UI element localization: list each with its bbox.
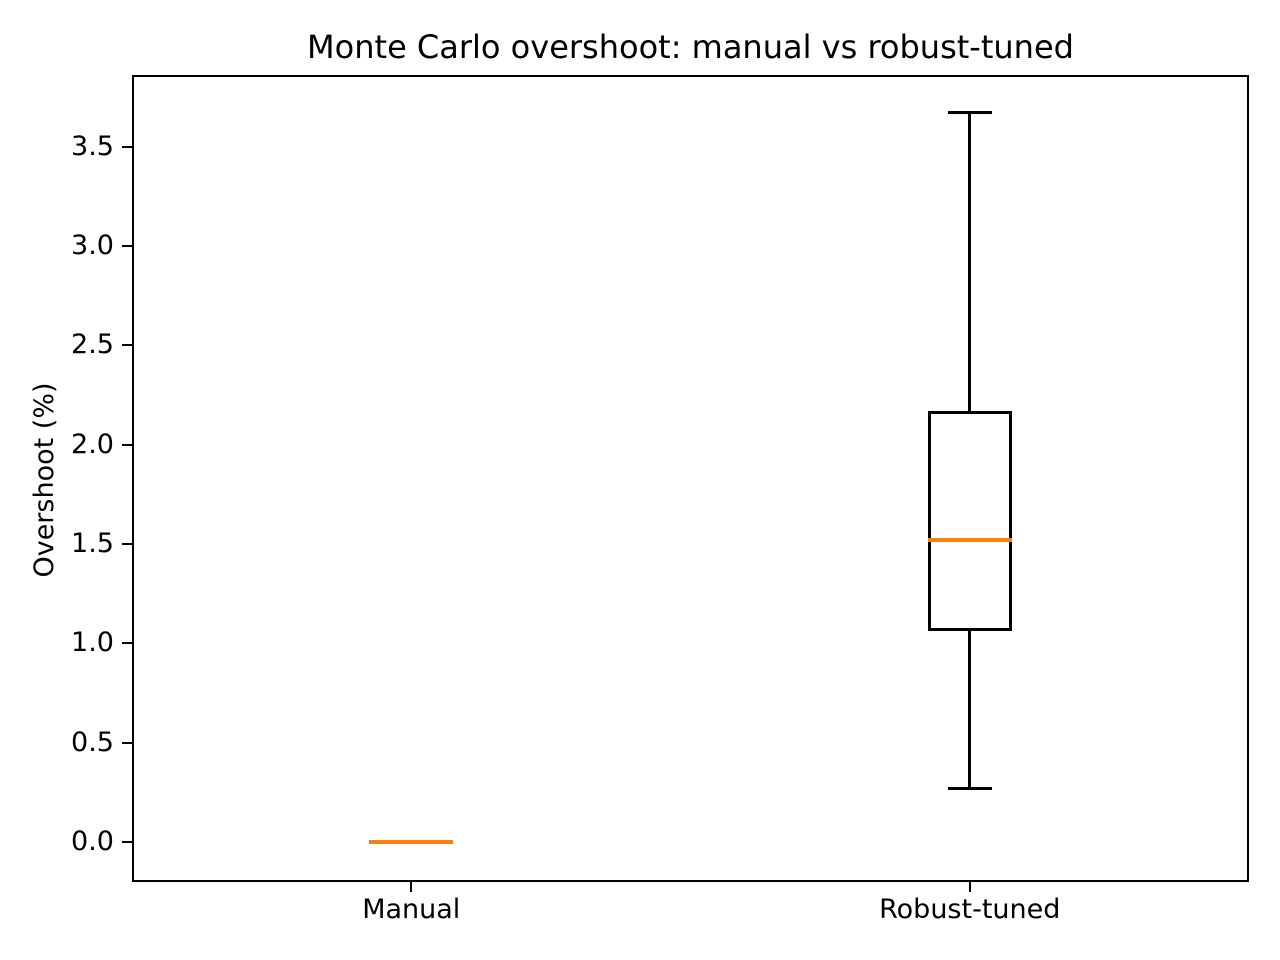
- lower-whisker-cap: [947, 787, 992, 791]
- iqr-box: [927, 411, 1012, 632]
- y-tick-mark: [122, 443, 132, 446]
- upper-whisker-line: [968, 112, 972, 413]
- y-tick-label: 2.0: [71, 428, 114, 460]
- x-tick-label: Manual: [362, 894, 461, 925]
- y-tick-label: 1.0: [71, 627, 114, 659]
- y-tick-label: 0.5: [71, 726, 114, 758]
- lower-whisker-line: [968, 629, 972, 789]
- axes-frame: [132, 75, 1249, 882]
- median-line: [369, 840, 454, 845]
- y-tick-label: 0.0: [71, 826, 114, 858]
- y-tick-label: 3.5: [71, 130, 114, 162]
- chart-title: Monte Carlo overshoot: manual vs robust-…: [307, 28, 1074, 66]
- y-tick-label: 2.5: [71, 329, 114, 361]
- y-tick-label: 3.0: [71, 229, 114, 261]
- x-tick-label: Robust-tuned: [879, 894, 1061, 925]
- y-tick-mark: [122, 244, 132, 247]
- median-line: [927, 538, 1012, 543]
- y-tick-label: 1.5: [71, 528, 114, 560]
- y-tick-mark: [122, 841, 132, 844]
- y-tick-mark: [122, 543, 132, 546]
- y-tick-mark: [122, 344, 132, 347]
- upper-whisker-cap: [947, 111, 992, 115]
- y-tick-mark: [122, 741, 132, 744]
- x-tick-mark: [410, 882, 413, 892]
- x-tick-mark: [968, 882, 971, 892]
- y-tick-mark: [122, 145, 132, 148]
- y-tick-mark: [122, 642, 132, 645]
